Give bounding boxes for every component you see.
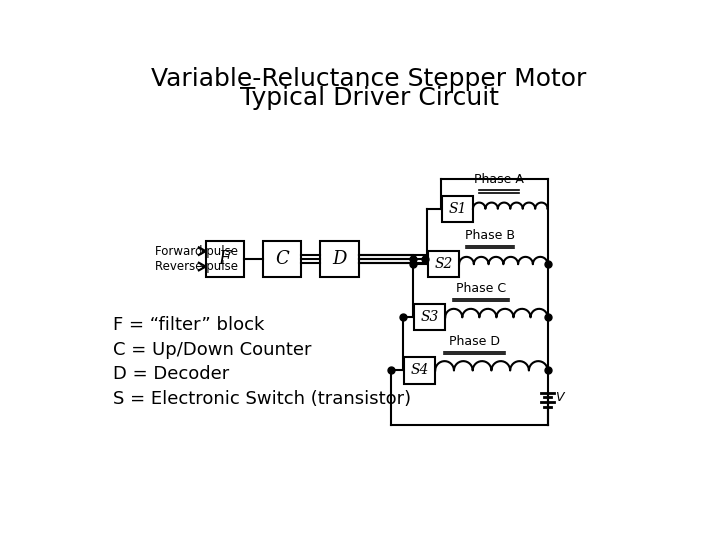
- Text: D: D: [333, 250, 347, 268]
- FancyBboxPatch shape: [320, 241, 359, 276]
- FancyBboxPatch shape: [415, 304, 445, 330]
- Text: Variable-Reluctance Stepper Motor: Variable-Reluctance Stepper Motor: [151, 66, 587, 91]
- Text: Phase D: Phase D: [449, 335, 500, 348]
- Text: Phase A: Phase A: [474, 173, 524, 186]
- Text: Reverse pulse: Reverse pulse: [155, 260, 238, 273]
- FancyBboxPatch shape: [263, 241, 301, 276]
- FancyBboxPatch shape: [206, 241, 244, 276]
- FancyBboxPatch shape: [442, 195, 473, 222]
- Text: Phase C: Phase C: [456, 282, 506, 295]
- Text: V: V: [555, 391, 564, 404]
- FancyBboxPatch shape: [428, 251, 459, 278]
- Text: Typical Driver Circuit: Typical Driver Circuit: [240, 86, 498, 110]
- Text: C: C: [275, 250, 289, 268]
- Text: D = Decoder: D = Decoder: [113, 366, 230, 383]
- Text: F = “filter” block: F = “filter” block: [113, 316, 265, 334]
- Text: Forward pulse: Forward pulse: [155, 245, 238, 258]
- Text: Phase B: Phase B: [465, 229, 515, 242]
- Text: S2: S2: [434, 257, 453, 271]
- FancyBboxPatch shape: [405, 357, 435, 383]
- Text: F: F: [219, 250, 231, 268]
- Text: S3: S3: [420, 310, 439, 325]
- Text: S1: S1: [449, 202, 467, 216]
- Text: S = Electronic Switch (transistor): S = Electronic Switch (transistor): [113, 390, 412, 408]
- Text: S4: S4: [410, 363, 429, 377]
- Text: C = Up/Down Counter: C = Up/Down Counter: [113, 341, 312, 359]
